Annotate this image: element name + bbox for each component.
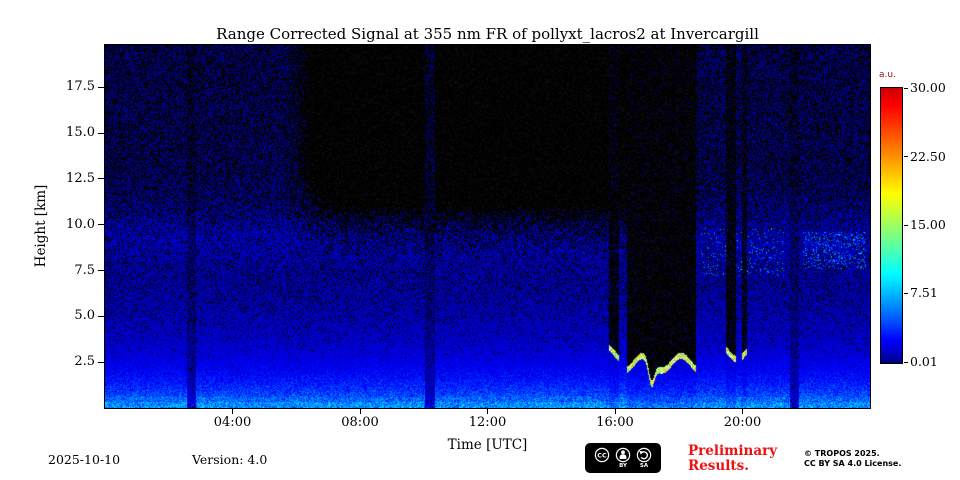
- footer-version: Version: 4.0: [192, 452, 267, 467]
- cc-badge-col-cc: CC: [594, 447, 610, 469]
- colorbar-unit-label: a.u.: [879, 70, 896, 80]
- x-tick-label: 12:00: [458, 415, 518, 430]
- y-tick-mark: [98, 316, 104, 317]
- x-tick-mark: [232, 409, 233, 414]
- copyright-line1: © TROPOS 2025.: [804, 449, 901, 459]
- colorbar-tick-label: 7.51: [910, 285, 938, 300]
- y-tick-mark: [98, 87, 104, 88]
- colorbar: [881, 88, 902, 363]
- lidar-quicklook-figure: Range Corrected Signal at 355 nm FR of p…: [0, 0, 960, 480]
- colorbar-tick-mark: [904, 225, 908, 226]
- heatmap-plot: [105, 45, 870, 408]
- colorbar-frame: [880, 87, 903, 364]
- cc-badge-col-sa: SA: [636, 447, 652, 469]
- colorbar-tick-mark: [904, 293, 908, 294]
- y-tick-label: 7.5: [35, 263, 95, 278]
- x-tick-mark: [487, 409, 488, 414]
- colorbar-tick-mark: [904, 362, 908, 363]
- colorbar-tick-label: 30.00: [910, 80, 946, 95]
- x-tick-mark: [742, 409, 743, 414]
- colorbar-tick-label: 0.01: [910, 354, 938, 369]
- cc-by-label: BY: [619, 463, 627, 469]
- x-tick-mark: [360, 409, 361, 414]
- x-tick-label: 08:00: [330, 415, 390, 430]
- x-tick-label: 20:00: [713, 415, 773, 430]
- cc-icon: CC: [594, 447, 610, 463]
- cc-sa-arrow-icon: [636, 447, 652, 463]
- preliminary-results-note: Preliminary Results.: [688, 444, 777, 474]
- y-tick-mark: [98, 133, 104, 134]
- y-tick-mark: [98, 178, 104, 179]
- chart-title: Range Corrected Signal at 355 nm FR of p…: [104, 25, 871, 43]
- cc-badge-col-by: BY: [615, 447, 631, 469]
- colorbar-tick-mark: [904, 156, 908, 157]
- y-tick-label: 2.5: [35, 354, 95, 369]
- y-tick-label: 15.0: [35, 125, 95, 140]
- colorbar-tick-label: 22.50: [910, 149, 946, 164]
- x-tick-mark: [615, 409, 616, 414]
- preliminary-line2: Results.: [688, 459, 777, 474]
- x-tick-label: 04:00: [203, 415, 263, 430]
- plot-area: [104, 44, 871, 409]
- svg-text:CC: CC: [597, 451, 607, 459]
- y-tick-mark: [98, 224, 104, 225]
- y-tick-label: 10.0: [35, 217, 95, 232]
- y-tick-mark: [98, 270, 104, 271]
- y-tick-label: 12.5: [35, 171, 95, 186]
- colorbar-tick-label: 15.00: [910, 217, 946, 232]
- cc-by-person-icon: [615, 447, 631, 463]
- y-tick-label: 17.5: [35, 79, 95, 94]
- y-tick-mark: [98, 362, 104, 363]
- x-tick-label: 16:00: [585, 415, 645, 430]
- cc-license-badge[interactable]: CC BY SA: [585, 443, 661, 473]
- footer-date: 2025-10-10: [48, 452, 120, 467]
- y-tick-label: 5.0: [35, 308, 95, 323]
- cc-sa-label: SA: [640, 463, 648, 469]
- copyright-note: © TROPOS 2025. CC BY SA 4.0 License.: [804, 449, 901, 469]
- preliminary-line1: Preliminary: [688, 444, 777, 459]
- copyright-line2: CC BY SA 4.0 License.: [804, 459, 901, 469]
- colorbar-tick-mark: [904, 88, 908, 89]
